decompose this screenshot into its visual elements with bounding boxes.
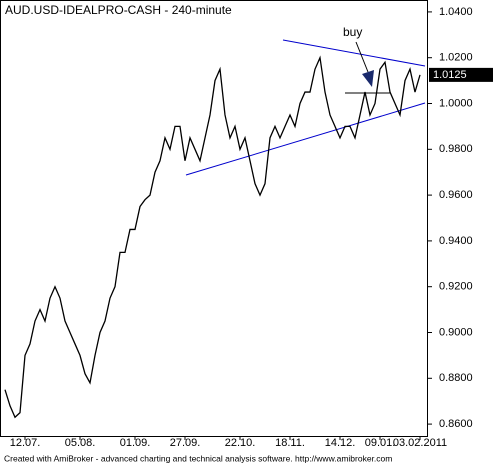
y-tick-label: 0.9200 [439, 281, 473, 293]
x-tick-label: 09.01. [365, 437, 396, 449]
y-tick-label: 1.0200 [439, 52, 473, 64]
x-tick-label: 05.08. [65, 437, 96, 449]
x-tick-label: 12.07. [10, 437, 41, 449]
x-tick-label: 03.02.2011 [393, 437, 447, 449]
last-value-box [429, 67, 493, 82]
x-tick-label: 14.12. [325, 437, 356, 449]
trendline-upper [282, 39, 426, 67]
last-value-label: 1.0125 [433, 69, 467, 81]
annotation: buy [343, 25, 362, 39]
buy-arrow-head [362, 70, 374, 87]
x-tick-label: 01.09. [120, 437, 151, 449]
y-tick-label: 0.9800 [439, 143, 473, 155]
chart-title: AUD.USD-IDEALPRO-CASH - 240-minute [5, 3, 232, 17]
buy-arrow-shaft [355, 41, 369, 73]
y-tick-label: 0.9400 [439, 235, 473, 247]
y-tick-label: 1.0400 [439, 6, 473, 18]
y-tick-label: 0.8600 [439, 418, 473, 430]
y-tick-label: 0.9000 [439, 326, 473, 338]
x-tick-label: 27.09. [170, 437, 201, 449]
x-tick-label: 18.11. [275, 437, 305, 449]
y-tick-label: 0.8800 [439, 372, 473, 384]
footer: Created with AmiBroker - advanced charti… [4, 453, 392, 463]
y-tick-label: 0.9600 [439, 189, 473, 201]
plot-frame [0, 0, 428, 437]
trendline-lower [185, 102, 426, 176]
price-line [4, 55, 421, 419]
y-tick-label: 1.0000 [439, 97, 473, 109]
x-tick-label: 22.10. [225, 437, 256, 449]
